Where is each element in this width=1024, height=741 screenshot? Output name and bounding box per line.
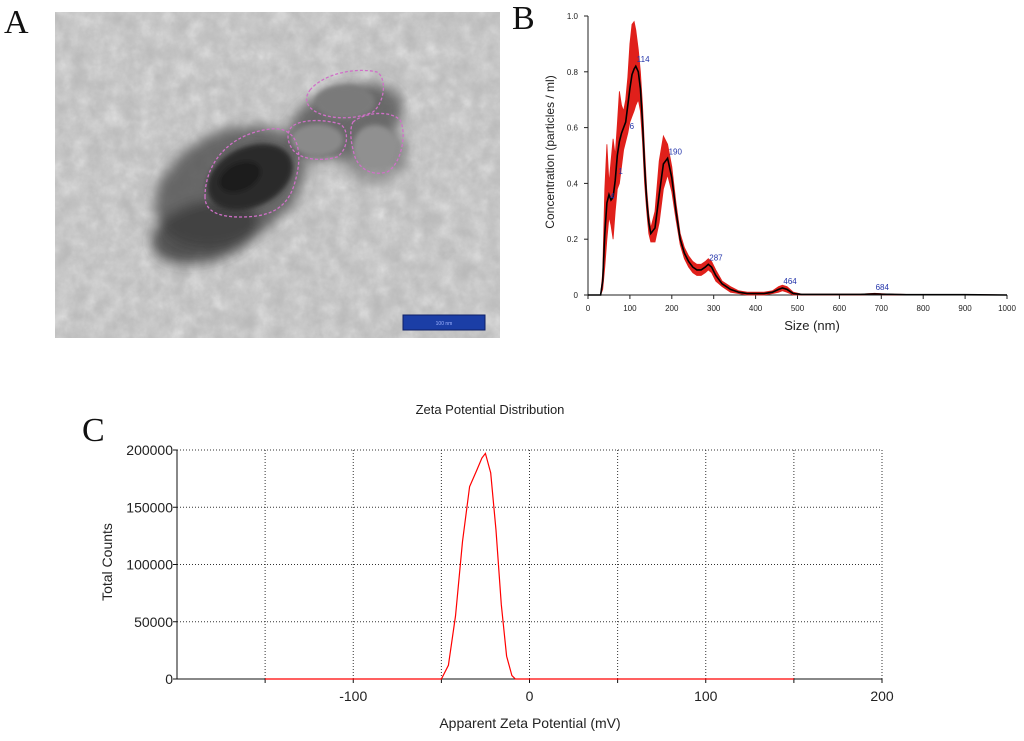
zeta-x-tick-label: 100: [694, 688, 718, 704]
vesicle-outlines: [204, 69, 404, 218]
panel-label-c: C: [82, 412, 105, 449]
zeta-y-tick-label: 0: [165, 671, 173, 687]
zeta-plot-area: -100 0 100 200 0 50000 100000 150000 200000: [126, 442, 894, 704]
nta-y-tick-label: 0.2: [567, 235, 579, 244]
nta-mean-line: [588, 64, 1008, 296]
zeta-y-tick-label: 150000: [126, 499, 173, 515]
zeta-y-tick-label: 200000: [126, 442, 173, 458]
zeta-x-tick-label: 0: [526, 688, 534, 704]
nta-x-tick-label: 400: [749, 304, 763, 313]
zeta-distribution-line: [265, 452, 794, 680]
nta-x-axis-label: Size (nm): [784, 318, 840, 333]
vesicle-outline-4: [350, 112, 404, 174]
nta-peak-label: 1: [618, 167, 623, 176]
nta-peak-label: 684: [876, 283, 890, 292]
zeta-y-axis-label: Total Counts: [99, 523, 115, 601]
nta-x-tick-label: 800: [917, 304, 931, 313]
nta-chart: 0 100 200 300 400 500 600 700 800 900 1000 0 0.2 0.4 0…: [530, 0, 1024, 340]
nta-y-axis-label: Concentration (particles / ml): [543, 75, 557, 228]
nta-x-tick-label: 100: [623, 304, 637, 313]
vesicle-outline-2: [287, 119, 348, 161]
nta-x-tick-label: 200: [665, 304, 679, 313]
scale-bar-label: 100 nm: [436, 321, 453, 327]
nta-plot-area: 0 100 200 300 400 500 600 700 800 900 1000 0 0.2 0.4 0…: [567, 12, 1017, 313]
nta-x-tick-label: 1000: [998, 304, 1016, 313]
nta-peak-label: 287: [709, 253, 723, 262]
zeta-title: Zeta Potential Distribution: [416, 402, 565, 417]
zeta-chart: Zeta Potential Distribution -100 0 100 200 0…: [90, 390, 1000, 736]
nta-peak-label: 114: [637, 55, 650, 64]
tem-micrograph: 100 nm: [55, 12, 500, 338]
nta-peak-label: 6: [630, 122, 635, 131]
nta-y-tick-label: 1.0: [567, 12, 579, 21]
panel-label-b: B: [512, 0, 535, 37]
tem-image-svg: 100 nm: [55, 12, 500, 338]
zeta-y-tick-label: 50000: [134, 614, 173, 630]
nta-error-band: [588, 20, 1008, 296]
panel-label-a: A: [4, 4, 29, 41]
nta-peak-label: 4: [610, 192, 615, 201]
vesicle-bodies: [207, 85, 397, 211]
nta-x-tick-label: 300: [707, 304, 721, 313]
nta-x-tick-label: 600: [833, 304, 847, 313]
nta-x-tick-label: 500: [791, 304, 805, 313]
nta-y-tick-label: 0.6: [567, 124, 579, 133]
zeta-x-tick-label: -100: [339, 688, 367, 704]
zeta-x-tick-label: 200: [870, 688, 894, 704]
scale-bar: [402, 314, 486, 331]
nta-y-tick-label: 0: [574, 291, 579, 300]
zeta-y-tick-label: 100000: [126, 557, 173, 573]
vesicle-outline-3: [305, 69, 384, 119]
zeta-x-axis-label: Apparent Zeta Potential (mV): [439, 715, 620, 731]
nta-y-tick-label: 0.8: [567, 68, 579, 77]
nta-peak-label: 190: [669, 147, 683, 156]
nta-y-tick-label: 0.4: [567, 179, 579, 188]
zeta-chart-svg: Zeta Potential Distribution -100 0 100 2000…: [99, 402, 894, 731]
nta-chart-svg: 0 100 200 300 400 500 600 700 800 900 1000 0 0.2 0.4 0…: [543, 12, 1017, 333]
nta-x-tick-label: 900: [958, 304, 972, 313]
vesicle-outline-1: [204, 128, 300, 218]
nta-x-tick-label: 0: [586, 304, 591, 313]
nta-peak-label: 464: [783, 277, 797, 286]
nta-x-tick-label: 700: [875, 304, 889, 313]
